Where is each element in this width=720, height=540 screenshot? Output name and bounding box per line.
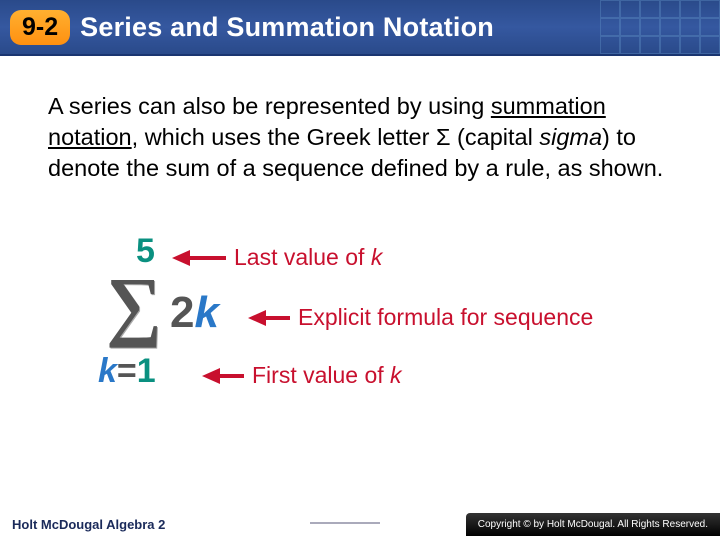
summation-diagram: 5 ∑ 2k k=1 Last value of k Explicit form…: [78, 232, 672, 432]
label-var: k: [390, 362, 402, 388]
formula-coeff: 2: [170, 288, 194, 337]
text-run: A series can also be represented by usin…: [48, 93, 491, 119]
annotation-label: First value of k: [252, 362, 402, 389]
slide-body: A series can also be represented by usin…: [0, 56, 720, 432]
sigma-symbol: ∑: [106, 266, 162, 344]
text-run: , which uses the Greek letter: [132, 124, 436, 150]
label-var: k: [371, 244, 383, 270]
arrow-head-icon: [172, 250, 190, 266]
text-run: (capital: [451, 124, 540, 150]
arrow-line: [190, 256, 226, 260]
lower-var: k: [98, 352, 117, 390]
arrow-head-icon: [202, 368, 220, 384]
lower-limit: k=1: [98, 352, 156, 391]
annotation-last-value: Last value of k: [172, 244, 382, 271]
header-grid-decoration: [600, 0, 720, 54]
lower-value: 1: [137, 352, 156, 390]
section-number-badge: 9-2: [10, 10, 70, 45]
annotation-label: Explicit formula for sequence: [298, 304, 593, 331]
term-sigma-italic: sigma: [539, 124, 602, 150]
label-text: First value of: [252, 362, 390, 388]
arrow-head-icon: [248, 310, 266, 326]
lower-equals: =: [117, 352, 137, 390]
slide-footer: Holt McDougal Algebra 2 Copyright © by H…: [0, 508, 720, 540]
annotation-explicit-formula: Explicit formula for sequence: [248, 304, 593, 331]
explicit-formula: 2k: [170, 288, 219, 338]
footer-book-title: Holt McDougal Algebra 2: [0, 517, 165, 532]
annotation-label: Last value of k: [234, 244, 382, 271]
formula-variable: k: [194, 288, 218, 337]
annotation-first-value: First value of k: [202, 362, 402, 389]
footer-copyright: Copyright © by Holt McDougal. All Rights…: [466, 513, 720, 536]
body-paragraph: A series can also be represented by usin…: [48, 91, 672, 184]
arrow-line: [266, 316, 290, 320]
arrow-line: [220, 374, 244, 378]
slide-header: 9-2 Series and Summation Notation: [0, 0, 720, 56]
slide-title: Series and Summation Notation: [80, 12, 494, 43]
label-text: Last value of: [234, 244, 371, 270]
sigma-glyph-inline: Σ: [436, 124, 451, 150]
